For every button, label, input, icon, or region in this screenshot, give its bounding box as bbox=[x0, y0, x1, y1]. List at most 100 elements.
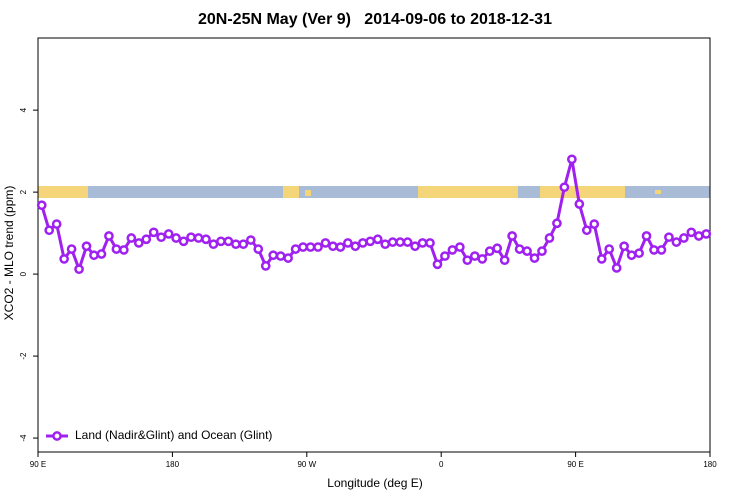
point bbox=[104, 231, 114, 241]
point bbox=[275, 251, 286, 261]
point bbox=[66, 244, 77, 254]
x-tick-label: 0 bbox=[439, 460, 444, 469]
point bbox=[537, 246, 547, 256]
point bbox=[410, 241, 420, 252]
point bbox=[335, 242, 346, 252]
point bbox=[499, 255, 510, 266]
point bbox=[567, 154, 577, 165]
point bbox=[686, 227, 697, 238]
point bbox=[395, 237, 405, 247]
point bbox=[44, 225, 55, 236]
point bbox=[59, 254, 69, 264]
point bbox=[432, 259, 443, 270]
y-tick-label: 0 bbox=[19, 271, 28, 276]
point bbox=[589, 219, 600, 229]
point bbox=[626, 250, 637, 261]
point bbox=[178, 236, 189, 247]
point bbox=[238, 239, 249, 250]
point bbox=[402, 237, 413, 247]
point bbox=[365, 236, 376, 247]
point bbox=[111, 244, 122, 254]
point bbox=[193, 233, 204, 243]
point bbox=[328, 241, 338, 252]
point bbox=[477, 254, 488, 264]
x-tick-label: 90 E bbox=[30, 460, 46, 469]
chart-title: 20N-25N May (Ver 9) 2014-09-06 to 2018-1… bbox=[198, 11, 552, 28]
point bbox=[679, 233, 689, 243]
point bbox=[387, 237, 398, 247]
point bbox=[223, 236, 234, 247]
point bbox=[298, 242, 308, 252]
point bbox=[305, 242, 316, 252]
point bbox=[268, 250, 279, 261]
point bbox=[133, 238, 144, 248]
point bbox=[619, 241, 629, 252]
x-tick-label: 90 E bbox=[567, 460, 583, 469]
x-tick-label: 180 bbox=[166, 460, 180, 469]
y-tick-label: 4 bbox=[19, 107, 28, 112]
point bbox=[581, 225, 592, 236]
point bbox=[641, 231, 652, 241]
point bbox=[357, 238, 368, 248]
point bbox=[74, 264, 84, 275]
point bbox=[290, 244, 301, 254]
point bbox=[469, 251, 480, 261]
point bbox=[350, 241, 361, 252]
point bbox=[604, 244, 615, 254]
point bbox=[529, 253, 540, 263]
point bbox=[484, 246, 495, 256]
point bbox=[417, 238, 428, 248]
legend-marker bbox=[52, 431, 62, 441]
point bbox=[462, 255, 473, 266]
point bbox=[514, 244, 525, 254]
y-axis-label: XCO2 - MLO trend (ppm) bbox=[2, 186, 16, 321]
point bbox=[425, 238, 435, 248]
point bbox=[671, 237, 682, 247]
x-tick-label: 90 W bbox=[297, 460, 316, 469]
point bbox=[148, 227, 159, 238]
point bbox=[320, 238, 331, 248]
point bbox=[664, 232, 674, 243]
point bbox=[649, 245, 659, 255]
y-tick-label: -4 bbox=[19, 434, 28, 442]
point bbox=[260, 261, 271, 271]
point bbox=[455, 242, 465, 252]
point bbox=[552, 218, 562, 229]
point bbox=[283, 253, 293, 263]
point bbox=[656, 245, 667, 255]
point bbox=[201, 234, 211, 245]
point bbox=[186, 232, 196, 243]
point bbox=[126, 233, 137, 243]
x-tick-label: 180 bbox=[703, 460, 717, 469]
point bbox=[596, 254, 607, 264]
point bbox=[119, 245, 129, 255]
legend-label: Land (Nadir&Glint) and Ocean (Glint) bbox=[75, 428, 272, 442]
point bbox=[343, 238, 353, 248]
point bbox=[522, 246, 532, 256]
point bbox=[447, 245, 458, 255]
point bbox=[492, 243, 503, 254]
point bbox=[156, 232, 167, 243]
point bbox=[51, 219, 62, 229]
point bbox=[96, 249, 107, 259]
y-tick-label: -2 bbox=[19, 352, 28, 360]
point bbox=[574, 199, 585, 209]
point bbox=[544, 233, 555, 243]
point bbox=[253, 244, 264, 254]
point bbox=[701, 229, 712, 239]
point bbox=[141, 234, 152, 245]
point bbox=[171, 233, 181, 243]
point bbox=[611, 263, 622, 273]
point bbox=[89, 250, 99, 261]
point bbox=[559, 182, 570, 193]
plot-frame bbox=[37, 37, 711, 453]
point bbox=[81, 241, 92, 252]
point bbox=[231, 239, 241, 250]
point bbox=[216, 236, 226, 247]
point bbox=[693, 231, 704, 241]
point bbox=[36, 200, 47, 211]
y-tick-label: 2 bbox=[19, 189, 28, 194]
point bbox=[372, 234, 383, 245]
point bbox=[507, 231, 517, 241]
